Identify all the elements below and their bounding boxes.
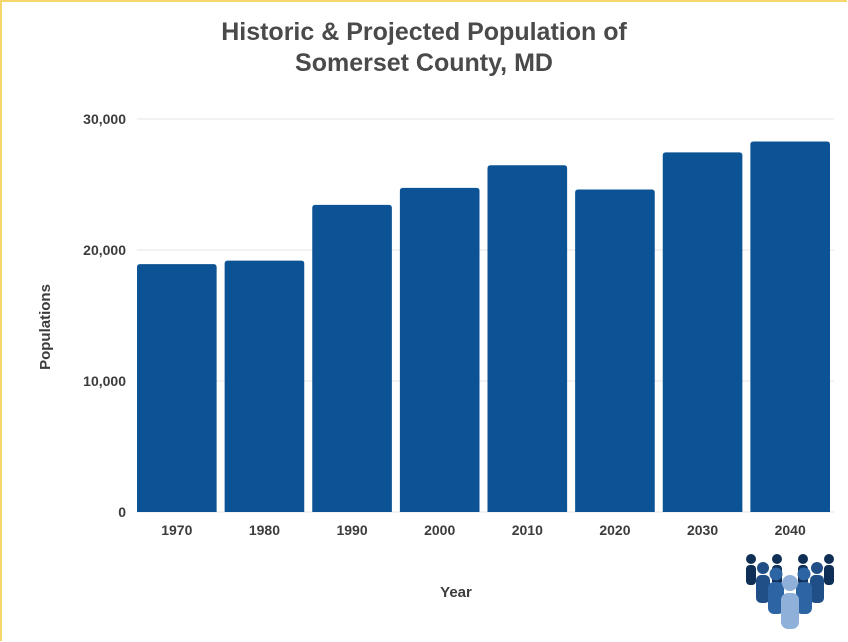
- bar-1970[interactable]: [137, 264, 217, 512]
- y-tick-label: 10,000: [83, 373, 126, 389]
- bar-2030[interactable]: [662, 152, 743, 512]
- x-tick-label: 1970: [161, 522, 192, 538]
- y-tick-label: 20,000: [83, 242, 126, 258]
- x-tick-label: 2030: [687, 522, 718, 538]
- x-tick-label: 2010: [512, 522, 543, 538]
- y-tick-label: 30,000: [83, 111, 126, 127]
- chart-title: Historic & Projected Population of Somer…: [0, 17, 848, 79]
- chart-title-line-2: Somerset County, MD: [295, 49, 553, 77]
- bar-2000[interactable]: [399, 187, 480, 512]
- x-tick-label: 1990: [336, 522, 367, 538]
- bar-1990[interactable]: [312, 204, 392, 512]
- x-tick-labels: 1970 1980 1990 2000 2010 2020 2030 2040: [161, 522, 806, 538]
- bar-2040[interactable]: [750, 141, 830, 513]
- bar-2020[interactable]: [575, 189, 655, 512]
- bars: [137, 141, 830, 513]
- y-tick-label: 0: [118, 504, 126, 520]
- x-tick-label: 2020: [599, 522, 630, 538]
- bar-1980[interactable]: [224, 260, 305, 512]
- bar-2010[interactable]: [487, 165, 568, 513]
- x-tick-label: 1980: [249, 522, 280, 538]
- y-tick-labels: 0 10,000 20,000 30,000: [83, 111, 126, 520]
- x-axis-title: Year: [440, 584, 472, 601]
- people-group-icon: [746, 554, 834, 629]
- x-tick-label: 2000: [424, 522, 455, 538]
- x-tick-label: 2040: [775, 522, 806, 538]
- chart-title-line-1: Historic & Projected Population of: [221, 18, 627, 46]
- y-axis-title: Populations: [37, 284, 54, 370]
